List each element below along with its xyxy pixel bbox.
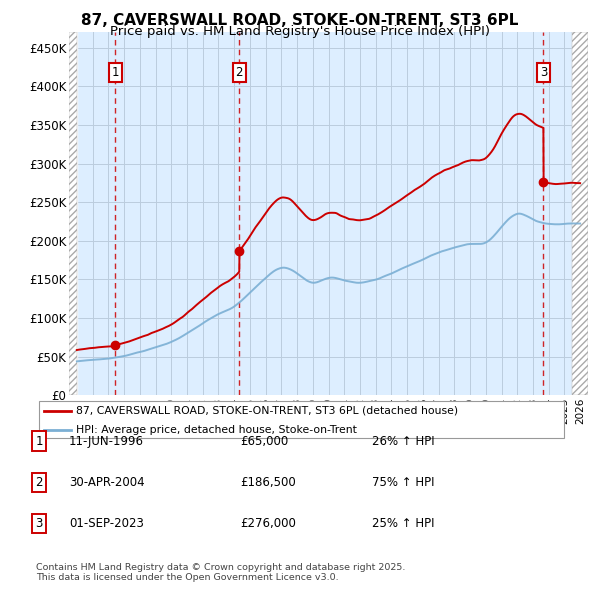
Bar bbox=[69, 32, 77, 395]
Text: 87, CAVERSWALL ROAD, STOKE-ON-TRENT, ST3 6PL: 87, CAVERSWALL ROAD, STOKE-ON-TRENT, ST3… bbox=[82, 13, 518, 28]
Text: 1: 1 bbox=[35, 434, 43, 448]
Text: £65,000: £65,000 bbox=[240, 434, 288, 448]
Text: 01-SEP-2023: 01-SEP-2023 bbox=[69, 517, 144, 530]
Text: 2: 2 bbox=[35, 476, 43, 489]
Text: 26% ↑ HPI: 26% ↑ HPI bbox=[372, 434, 434, 448]
Text: 3: 3 bbox=[35, 517, 43, 530]
Text: 30-APR-2004: 30-APR-2004 bbox=[69, 476, 145, 489]
Text: 75% ↑ HPI: 75% ↑ HPI bbox=[372, 476, 434, 489]
Text: 87, CAVERSWALL ROAD, STOKE-ON-TRENT, ST3 6PL (detached house): 87, CAVERSWALL ROAD, STOKE-ON-TRENT, ST3… bbox=[76, 406, 458, 416]
Text: £186,500: £186,500 bbox=[240, 476, 296, 489]
Text: £276,000: £276,000 bbox=[240, 517, 296, 530]
Text: 2: 2 bbox=[236, 66, 243, 79]
Text: Price paid vs. HM Land Registry's House Price Index (HPI): Price paid vs. HM Land Registry's House … bbox=[110, 25, 490, 38]
Bar bbox=[572, 32, 588, 395]
Text: Contains HM Land Registry data © Crown copyright and database right 2025.
This d: Contains HM Land Registry data © Crown c… bbox=[36, 563, 406, 582]
Text: 11-JUN-1996: 11-JUN-1996 bbox=[69, 434, 144, 448]
FancyBboxPatch shape bbox=[38, 401, 565, 438]
Text: 3: 3 bbox=[540, 66, 547, 79]
Bar bbox=[572, 32, 588, 395]
Text: 25% ↑ HPI: 25% ↑ HPI bbox=[372, 517, 434, 530]
Text: HPI: Average price, detached house, Stoke-on-Trent: HPI: Average price, detached house, Stok… bbox=[76, 425, 356, 434]
Text: 1: 1 bbox=[112, 66, 119, 79]
Bar bbox=[69, 32, 77, 395]
